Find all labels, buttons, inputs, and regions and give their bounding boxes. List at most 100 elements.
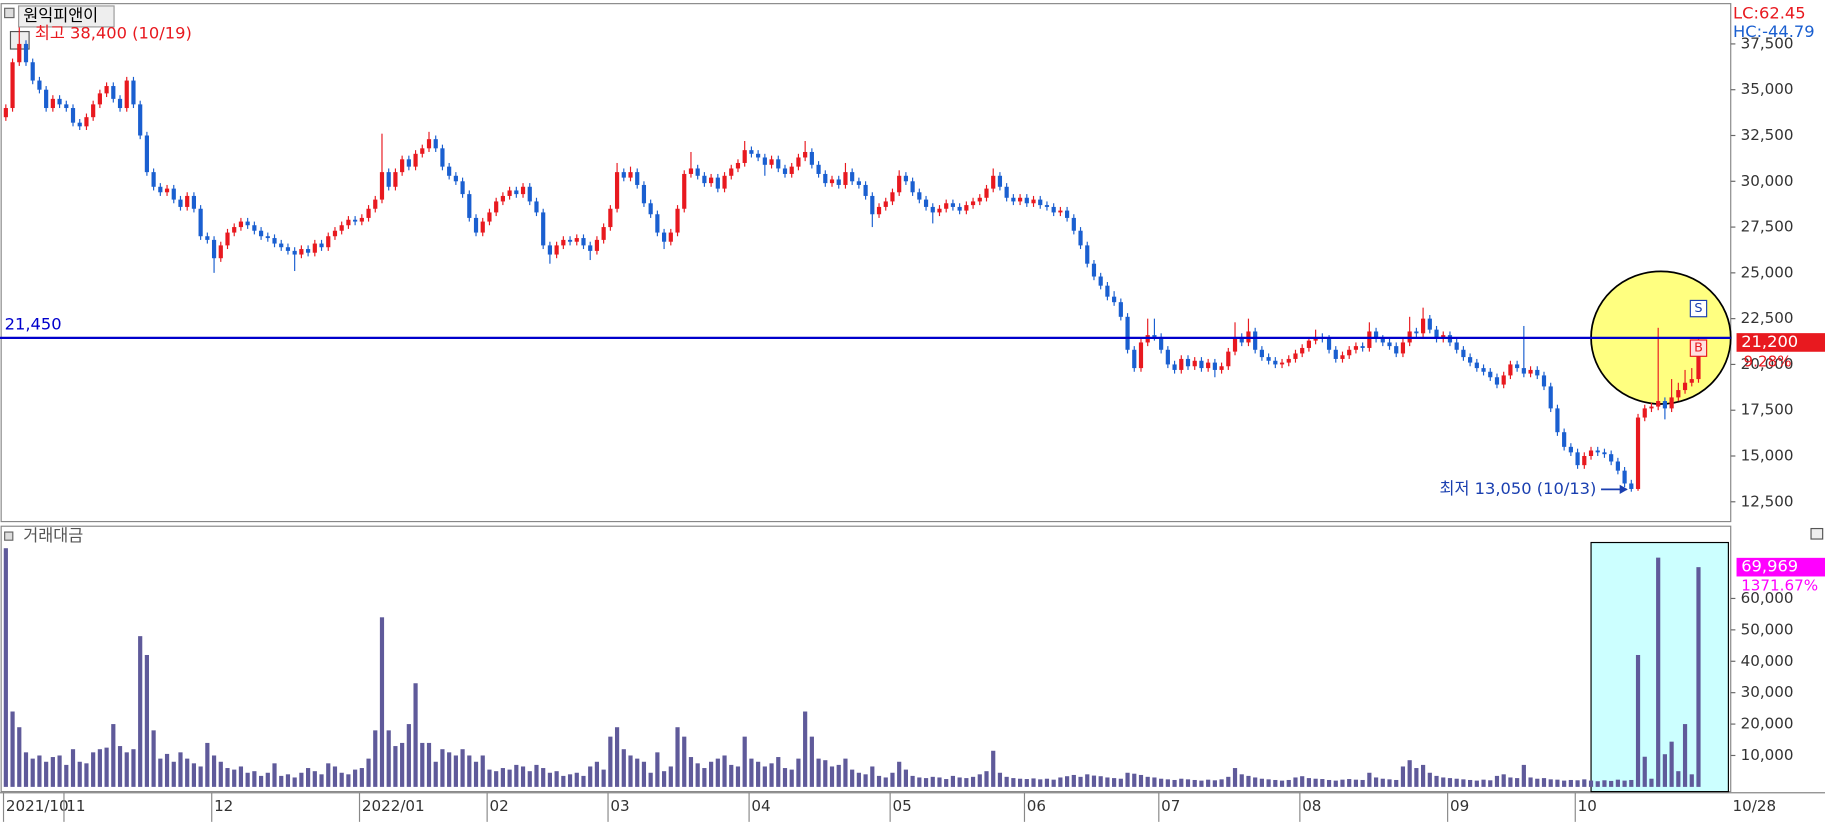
candle-body	[695, 168, 700, 176]
high-label: 최고 38,400 (10/19)	[35, 23, 192, 42]
x-tick-label: 06	[1027, 797, 1046, 815]
signal-label: S	[1694, 301, 1702, 316]
volume-bar	[1427, 772, 1432, 787]
volume-bar	[225, 768, 230, 787]
volume-bar	[218, 761, 223, 787]
volume-bar	[1320, 779, 1325, 787]
volume-bar	[614, 727, 620, 787]
volume-bar	[1192, 779, 1197, 787]
x-tick-label: 10	[1578, 797, 1597, 815]
volume-bar	[319, 774, 324, 787]
candle-body	[111, 86, 116, 99]
volume-bar	[762, 766, 767, 787]
candle-body	[218, 245, 223, 259]
y-tick-label: 32,500	[1741, 126, 1794, 144]
volume-bar	[312, 771, 317, 787]
volume-bar	[460, 749, 465, 787]
candle-body	[1306, 340, 1312, 348]
y-tick-label: 37,500	[1741, 34, 1794, 52]
candle-body	[883, 201, 888, 207]
candle-body	[729, 168, 734, 176]
volume-bar	[453, 755, 458, 787]
volume-bar	[238, 766, 244, 787]
volume-bar	[1494, 775, 1500, 787]
candle-body	[1609, 454, 1614, 462]
price-tag-label: 21,200	[1741, 332, 1798, 351]
low-label: 최저 13,050 (10/13)	[1439, 479, 1596, 498]
volume-bar	[480, 755, 485, 787]
volume-bar	[561, 775, 566, 787]
candle-body	[554, 245, 559, 255]
candle-body	[923, 199, 929, 207]
candle-body	[70, 108, 76, 123]
candle-body	[527, 186, 532, 202]
volume-bar	[332, 766, 338, 787]
volume-bar	[675, 727, 680, 787]
candle-body	[1400, 342, 1406, 354]
candle-body	[1206, 362, 1211, 369]
candle-body	[756, 153, 761, 158]
volume-bar	[1615, 779, 1620, 787]
y-tick-label: 22,500	[1741, 309, 1794, 327]
x-end-label: 10/28	[1733, 797, 1777, 815]
volume-bar	[1474, 780, 1479, 787]
candle-body	[393, 172, 398, 187]
volume-bar	[44, 761, 49, 787]
volume-bar	[668, 766, 673, 787]
title-box	[18, 5, 115, 28]
candle-body	[1017, 197, 1023, 202]
volume-bar	[1535, 778, 1540, 787]
volume-bar	[1676, 771, 1681, 787]
close-button[interactable]	[1810, 527, 1824, 540]
candle-body	[635, 172, 640, 185]
candle-body	[1454, 342, 1459, 350]
panel-icon[interactable]	[4, 531, 14, 541]
y-tick-label: 50,000	[1741, 620, 1794, 638]
volume-bar	[1555, 779, 1560, 787]
volume-bar	[1065, 776, 1070, 787]
candle-body	[57, 98, 62, 105]
candle-body	[1219, 366, 1224, 370]
candle-body	[1595, 450, 1600, 453]
volume-bar	[1024, 779, 1029, 787]
candle-body	[44, 89, 49, 109]
volume-bar	[326, 763, 331, 787]
volume-bar	[1387, 779, 1392, 787]
volume-bar	[729, 764, 734, 787]
volume-bar	[1380, 778, 1385, 787]
candle-body	[1259, 349, 1264, 358]
volume-bar	[1326, 779, 1332, 787]
volume-bar	[816, 758, 821, 787]
volume-bar	[1044, 778, 1050, 787]
volume-bar	[836, 764, 841, 787]
volume-bar	[1441, 777, 1446, 787]
volume-bar	[742, 736, 747, 787]
candle-body	[198, 208, 203, 237]
candle-body	[977, 197, 982, 202]
volume-bar	[1367, 772, 1372, 787]
volume-bar	[850, 769, 855, 787]
candle-body	[285, 247, 291, 251]
candle-body	[1474, 362, 1479, 369]
candle-body	[1414, 331, 1419, 334]
candle-body	[185, 195, 190, 207]
candle-body	[131, 80, 136, 105]
volume-bar	[306, 768, 311, 787]
volume-bar	[500, 768, 505, 787]
volume-bar	[124, 752, 129, 787]
candle-body	[1058, 210, 1063, 213]
candle-body	[1105, 285, 1110, 297]
candle-body	[373, 199, 378, 209]
y-tick-label: 15,000	[1741, 447, 1794, 465]
signal-box	[1689, 339, 1708, 357]
candle-body	[1125, 316, 1130, 350]
candle-body	[621, 172, 626, 178]
volume-bar	[1212, 780, 1217, 787]
volume-bar	[863, 774, 868, 787]
volume-bar	[272, 763, 277, 787]
candle-body	[1179, 358, 1184, 370]
panel-icon[interactable]	[4, 7, 15, 19]
candle-body	[158, 186, 163, 193]
volume-title: 거래대금	[23, 526, 83, 545]
x-tick-label: 02	[489, 797, 508, 815]
